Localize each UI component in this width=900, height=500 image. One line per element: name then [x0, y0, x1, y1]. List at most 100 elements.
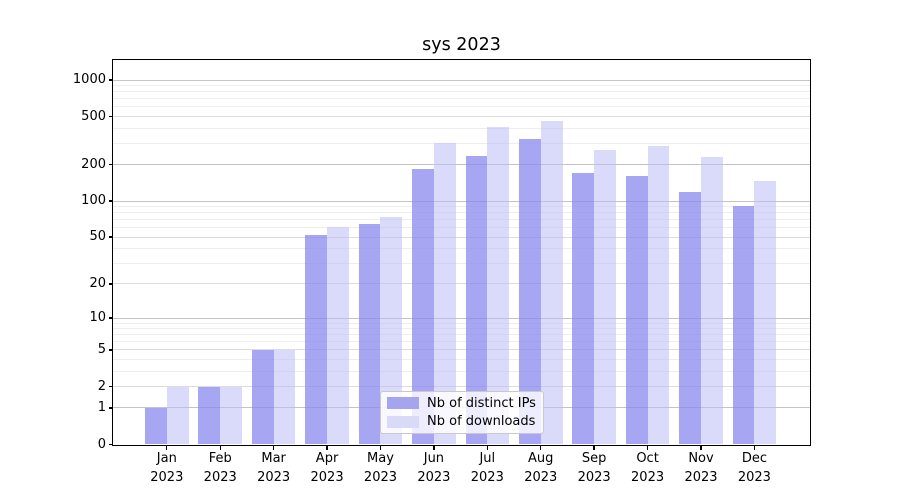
y-tick-label: 2: [97, 378, 106, 394]
bar-ips-jun: [412, 169, 434, 445]
x-tick-label-line: May: [367, 451, 394, 466]
x-tick-label-line: Mar: [261, 451, 286, 466]
y-tick-label: 1: [97, 399, 106, 415]
x-tick-label-line: 2023: [577, 470, 611, 485]
bar-downloads-aug: [540, 121, 563, 445]
gridline-minor: [113, 370, 810, 372]
y-tick-mark: [108, 443, 113, 446]
x-tick-label-jan: Jan 2023: [137, 449, 197, 487]
x-tick-label-line: Sep: [581, 451, 607, 466]
x-tick-mark: [700, 445, 702, 450]
y-tick-mark: [108, 115, 113, 118]
gridline-major: [113, 164, 810, 166]
legend-swatch-distinct-ips: [387, 397, 419, 410]
x-tick-mark: [646, 445, 649, 450]
x-tick-label-line: 2023: [684, 470, 718, 485]
x-tick-label-line: 2023: [417, 470, 451, 485]
gridline-major: [113, 79, 810, 81]
bar-downloads-feb: [220, 386, 243, 445]
x-tick-label-line: Oct: [636, 451, 659, 466]
y-tick-mark: [108, 164, 113, 166]
gridline-minor: [113, 106, 810, 108]
y-tick-mark: [108, 385, 113, 388]
bar-ips-sep: [572, 173, 595, 445]
legend-label-distinct-ips: Nb of distinct IPs: [427, 395, 536, 411]
legend-label-downloads: Nb of downloads: [427, 414, 536, 430]
x-tick-mark: [593, 445, 595, 450]
x-tick-label-mar: Mar 2023: [244, 449, 304, 487]
y-tick-label: 1000: [72, 72, 106, 88]
gridline-minor: [113, 91, 810, 93]
bar-ips-oct: [625, 175, 648, 445]
gridline-minor: [113, 328, 810, 330]
y-tick-label: 500: [81, 108, 106, 124]
y-tick-label: 20: [89, 275, 106, 291]
gridline-minor: [113, 341, 810, 343]
bar-ips-nov: [679, 191, 701, 445]
gridline-major: [113, 317, 810, 319]
x-tick-label-dec: Dec 2023: [724, 449, 784, 487]
gridline-minor: [113, 334, 810, 336]
gridline-minor: [113, 127, 810, 129]
gridline-major: [113, 283, 810, 285]
bar-ips-jul: [465, 155, 488, 445]
gridline-minor: [113, 206, 810, 208]
x-tick-label-line: 2023: [524, 470, 558, 485]
x-tick-label-line: Dec: [741, 451, 767, 466]
x-tick-label-line: Jan: [156, 451, 177, 466]
x-tick-label-line: 2023: [737, 470, 771, 485]
legend-row-distinct-ips: Nb of distinct IPs: [387, 394, 537, 413]
x-tick-label-line: 2023: [203, 470, 237, 485]
legend-row-downloads: Nb of downloads: [387, 413, 537, 432]
x-tick-label-line: 2023: [631, 470, 665, 485]
gridline-minor: [113, 262, 810, 264]
x-tick-label-line: Nov: [688, 451, 714, 466]
y-tick-mark: [108, 200, 113, 202]
gridline-major: [113, 236, 810, 238]
bar-downloads-jun: [433, 143, 456, 445]
bar-downloads-apr: [327, 226, 349, 445]
y-tick-label: 5: [97, 341, 106, 357]
x-tick-mark: [326, 445, 328, 450]
y-tick-mark: [108, 79, 113, 81]
y-tick-label: 50: [89, 229, 106, 245]
bar-downloads-jan: [166, 386, 189, 445]
gridline-major: [113, 200, 810, 202]
x-tick-mark: [433, 445, 435, 450]
x-tick-label-may: May 2023: [350, 449, 410, 487]
x-tick-label-line: 2023: [470, 470, 504, 485]
x-tick-label-jun: Jun 2023: [404, 449, 464, 487]
gridline-major: [113, 116, 810, 118]
x-tick-label-line: Jun: [423, 451, 445, 466]
legend-swatch-downloads: [387, 415, 419, 428]
x-tick-mark: [166, 445, 168, 450]
x-tick-mark: [486, 445, 488, 450]
x-tick-label-line: Apr: [315, 451, 339, 466]
bar-ips-apr: [305, 235, 328, 445]
x-tick-label-line: Jul: [479, 451, 496, 466]
y-tick-label: 0: [97, 436, 106, 452]
bar-ips-aug: [518, 138, 541, 445]
gridline-minor: [113, 98, 810, 100]
y-tick-label: 10: [89, 310, 106, 325]
x-tick-mark: [219, 445, 221, 450]
legend: Nb of distinct IPs Nb of downloads: [380, 391, 544, 434]
bar-downloads-dec: [754, 180, 777, 445]
x-tick-label-oct: Oct 2023: [618, 449, 678, 487]
x-tick-mark: [272, 445, 275, 450]
gridline-minor: [113, 359, 810, 361]
x-tick-label-sep: Sep 2023: [564, 449, 624, 487]
chart-title: sys 2023: [422, 35, 501, 55]
bar-ips-feb: [198, 386, 221, 445]
bar-downloads-sep: [594, 150, 616, 445]
gridline-minor: [113, 248, 810, 250]
gridline-minor: [113, 142, 810, 144]
gridline-minor: [113, 227, 810, 229]
y-tick-mark: [108, 349, 113, 351]
x-tick-label-jul: Jul 2023: [457, 449, 517, 487]
gridline-minor: [113, 219, 810, 221]
bar-ips-mar: [251, 349, 274, 445]
y-tick-mark: [108, 317, 113, 319]
gridline-major: [113, 386, 810, 388]
